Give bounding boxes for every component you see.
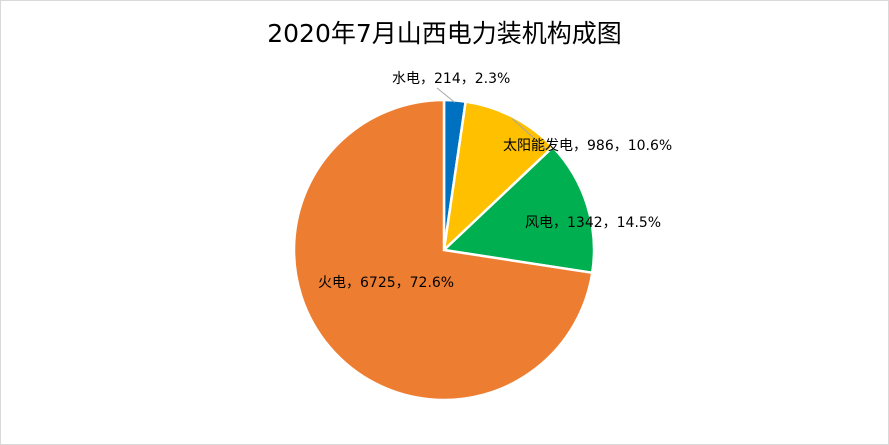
pie-slice-2: [442, 100, 555, 254]
pie-slice-4: [292, 98, 594, 402]
pie-slices: [292, 98, 596, 402]
data-label-3: 风电，1342，14.5%: [525, 215, 661, 231]
leader-line-1: [436, 87, 456, 103]
data-label-2: 太阳能发电，986，10.6%: [503, 138, 672, 154]
data-label-1: 水电，214，2.3%: [392, 71, 510, 87]
pie-slice-3: [441, 145, 596, 275]
chart-title: 2020年7月山西电力装机构成图: [267, 19, 622, 48]
leader-lines: [436, 87, 547, 150]
data-labels: 水电，214，2.3% 太阳能发电，986，10.6% 风电，1342，14.5% 火…: [318, 71, 672, 291]
data-label-4: 火电，6725，72.6%: [318, 275, 454, 291]
leader-line-2: [511, 118, 547, 150]
